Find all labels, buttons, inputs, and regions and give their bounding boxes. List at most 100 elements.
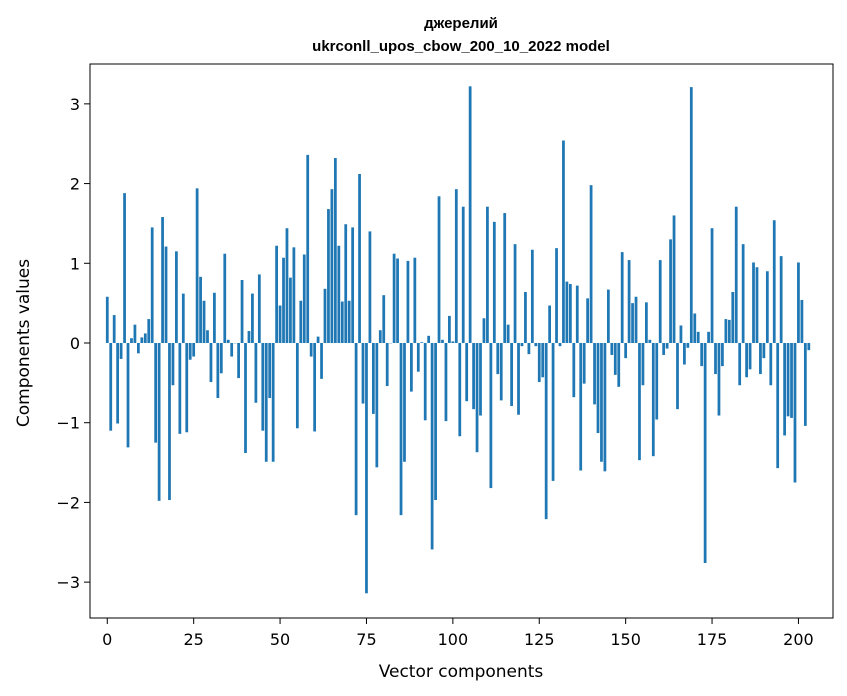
bar-193 [772, 220, 776, 343]
y-tick-label-0: −3 [56, 573, 80, 592]
bar-21 [178, 342, 182, 434]
bar-196 [783, 342, 786, 436]
bar-142 [596, 342, 600, 434]
bar-16 [161, 217, 164, 343]
bar-68 [340, 301, 344, 343]
bar-65 [330, 189, 334, 343]
bar-192 [769, 342, 773, 386]
x-tick-label-6: 150 [610, 630, 641, 649]
bar-145 [606, 289, 610, 343]
bar-42 [251, 293, 254, 343]
bar-174 [707, 331, 710, 343]
bar-34 [223, 253, 227, 343]
bar-181 [731, 291, 735, 343]
bar-151 [627, 260, 631, 343]
bar-128 [548, 305, 551, 343]
bar-0 [105, 296, 109, 343]
bar-198 [790, 342, 793, 418]
bar-98 [444, 342, 448, 422]
bar-123 [530, 249, 534, 343]
bar-26 [195, 188, 199, 343]
bar-3 [116, 342, 120, 424]
bar-53 [289, 277, 292, 343]
bar-89 [413, 257, 417, 343]
bar-143 [600, 342, 603, 462]
bar-188 [755, 267, 759, 343]
bar-126 [541, 342, 545, 378]
bar-79 [378, 330, 382, 343]
bar-15 [157, 342, 161, 501]
bar-74 [361, 342, 365, 404]
bar-187 [752, 262, 755, 343]
bar-119 [517, 342, 520, 415]
bar-73 [358, 174, 361, 343]
bar-147 [613, 342, 617, 375]
bar-102 [458, 342, 462, 437]
y-tick-label-6: 3 [70, 95, 80, 114]
bar-164 [672, 215, 676, 343]
bar-35 [226, 339, 230, 343]
bar-156 [645, 302, 648, 343]
bar-58 [306, 154, 310, 343]
bar-171 [696, 331, 700, 343]
bar-136 [575, 285, 579, 343]
bar-62 [320, 342, 323, 379]
bar-157 [648, 339, 652, 343]
bar-167 [683, 342, 686, 365]
bar-162 [665, 342, 669, 349]
bar-197 [786, 342, 790, 417]
bar-83 [392, 253, 396, 343]
bar-108 [479, 342, 482, 416]
y-tick-label-4: 1 [70, 254, 80, 273]
bar-78 [375, 342, 379, 468]
y-tick-label-1: −2 [56, 493, 80, 512]
x-tick-label-2: 50 [270, 630, 290, 649]
bar-84 [396, 258, 399, 343]
bar-92 [423, 342, 427, 421]
bar-160 [658, 260, 662, 343]
bar-44 [257, 274, 261, 343]
bar-31 [213, 292, 216, 343]
bar-11 [143, 333, 147, 343]
bar-77 [371, 342, 375, 414]
y-axis-label: Components values [14, 259, 34, 427]
bar-87 [406, 260, 410, 343]
bar-124 [534, 342, 538, 347]
bar-106 [472, 342, 475, 410]
bar-13 [150, 227, 154, 343]
x-tick-label-3: 75 [356, 630, 376, 649]
bar-104 [465, 342, 469, 402]
bar-76 [368, 231, 372, 343]
bar-94 [430, 342, 434, 550]
bar-185 [745, 342, 748, 378]
bar-55 [295, 342, 299, 429]
bar-40 [244, 342, 247, 453]
bar-60 [313, 342, 317, 432]
bar-117 [510, 342, 513, 406]
bar-22 [181, 293, 185, 343]
bar-105 [468, 86, 472, 343]
bar-47 [268, 342, 272, 398]
bar-168 [686, 342, 690, 348]
bar-48 [271, 342, 275, 462]
bar-149 [620, 252, 624, 343]
bar-180 [727, 319, 731, 343]
plot-frame [89, 63, 834, 619]
bar-111 [489, 342, 493, 489]
bar-144 [603, 342, 607, 472]
bar-17 [164, 246, 168, 343]
bar-122 [527, 342, 531, 355]
bar-170 [693, 313, 697, 343]
bar-39 [240, 280, 244, 343]
x-tick-label-5: 125 [524, 630, 555, 649]
bar-116 [506, 324, 510, 343]
bar-95 [434, 342, 437, 501]
bar-194 [776, 342, 780, 469]
bar-69 [344, 224, 348, 343]
bar-178 [721, 342, 724, 367]
bar-2 [112, 315, 116, 343]
bar-138 [582, 342, 586, 384]
bar-63 [323, 288, 327, 343]
bar-6 [126, 342, 130, 448]
